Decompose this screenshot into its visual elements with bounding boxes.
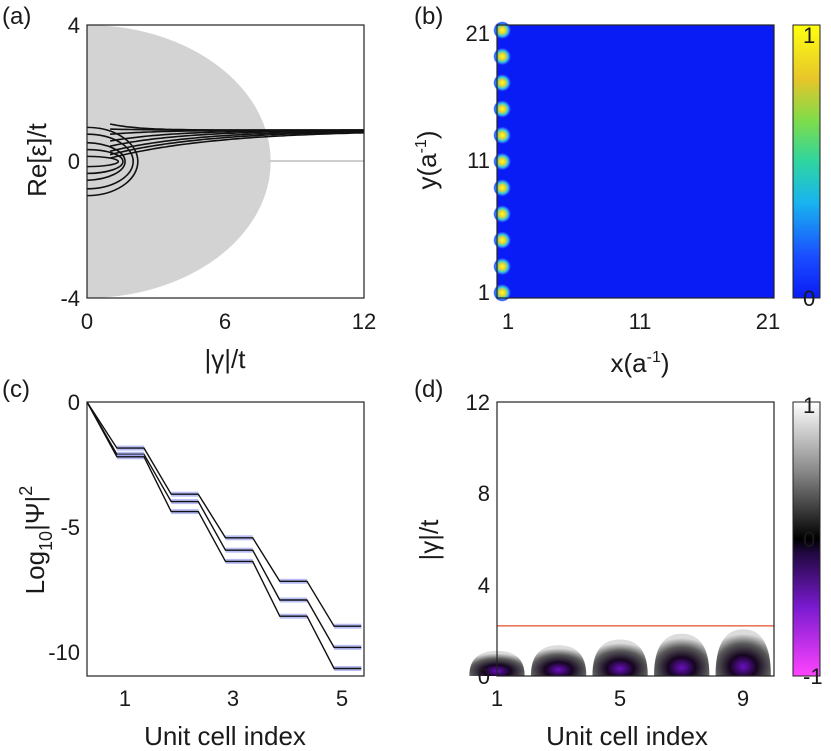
c-xtick-3: 3: [227, 686, 239, 711]
d-cbar-tick-neg1: -1: [803, 664, 823, 689]
panel-b-label: (b): [414, 3, 443, 30]
panel-b-frame: [496, 24, 775, 299]
b-edge-spot: [493, 126, 512, 145]
b-edge-spot: [493, 21, 512, 40]
a-loop: [87, 141, 126, 182]
b-edge-spots: [493, 21, 512, 302]
d-cbar-tick-1: 1: [803, 393, 815, 418]
d-lobe: [592, 639, 648, 676]
b-edge-spot: [493, 257, 512, 276]
b-xlabel: x(a-1): [610, 348, 669, 378]
b-ylabel: y(a-1): [412, 130, 442, 189]
a-curve: [109, 131, 364, 156]
a-loop: [87, 126, 139, 197]
c-ytick-0: 0: [68, 390, 80, 415]
c-series-line: [86, 401, 362, 627]
c-ytick-neg10: -10: [48, 640, 80, 665]
b-cbar-tick-0: 0: [803, 286, 815, 311]
a-xlabel: |γ|/t: [205, 344, 247, 374]
a-curve: [109, 129, 364, 147]
b-heatmap-field: [497, 25, 774, 298]
b-xtick-21: 21: [756, 309, 780, 334]
d-ytick-4: 4: [478, 573, 490, 598]
a-loop: [87, 133, 134, 190]
b-edge-spot: [493, 231, 512, 250]
b-cbar-tick-1: 1: [803, 23, 815, 48]
c-xlabel: Unit cell index: [144, 721, 306, 751]
d-ytick-8: 8: [478, 481, 490, 506]
a-curve: [109, 132, 364, 159]
b-colorbar: [792, 24, 821, 299]
panel-c-frame: [86, 401, 365, 677]
a-xtick-6: 6: [219, 309, 231, 334]
a-xtick-12: 12: [352, 309, 376, 334]
b-xtick-11: 11: [629, 309, 652, 334]
a-ytick-4: 4: [68, 13, 80, 38]
d-xlabel: Unit cell index: [546, 721, 708, 751]
b-edge-spot: [493, 73, 512, 92]
panel-d-frame: [496, 401, 775, 677]
b-edge-spot: [493, 178, 512, 197]
d-xtick-1: 1: [491, 686, 503, 711]
c-ylabel: Log10|Ψ|2: [16, 486, 56, 595]
a-ytick-neg4: -4: [60, 286, 80, 311]
d-lobe: [530, 645, 587, 676]
a-ylabel: Re[ε]/t: [22, 122, 52, 196]
c-xtick-5: 5: [336, 686, 348, 711]
d-xtick-9: 9: [737, 686, 749, 711]
panel-c-label: (c): [2, 376, 30, 403]
b-ytick-21: 21: [466, 21, 490, 46]
c-ytick-neg5: -5: [60, 515, 80, 540]
d-heatmap-lobes: [469, 629, 771, 676]
c-series-line: [86, 401, 362, 649]
continuum-region: [87, 25, 271, 298]
panel-a-label: (a): [2, 3, 31, 30]
b-edge-spot: [493, 205, 512, 223]
b-edge-spot: [493, 283, 512, 302]
d-lobe: [654, 633, 710, 676]
a-xtick-0: 0: [81, 309, 93, 334]
panel-b: (b) 21 11 1 1 11 21 x(a-1) y(a-1) 1 0: [412, 3, 821, 378]
c-step-curves: [86, 401, 362, 671]
panel-a: (a) 4 0 -4 0 6 12 |γ|/t Re[ε]/t: [2, 3, 376, 374]
bound-state-curves: [87, 123, 364, 197]
d-xtick-5: 5: [614, 686, 626, 711]
a-ytick-0: 0: [68, 149, 80, 174]
b-edge-spot: [493, 152, 512, 171]
d-lobe: [715, 629, 771, 676]
b-ytick-1: 1: [478, 280, 490, 305]
b-edge-spot: [493, 47, 512, 66]
panel-c: (c) 0 -5 -10 1 3 5 Unit cell index Log10…: [2, 376, 365, 751]
panel-d: (d) 12 8 4 0 1 5 9 Unit cell index |γ|/t…: [414, 376, 823, 751]
d-ylabel: |γ|/t: [414, 519, 444, 561]
a-loop: [87, 148, 124, 175]
d-ytick-12: 12: [466, 390, 490, 415]
b-edge-spot: [493, 100, 512, 118]
a-curve: [109, 130, 364, 153]
d-ytick-0: 0: [478, 664, 490, 689]
panel-d-label: (d): [414, 376, 443, 403]
a-loop: [87, 155, 120, 168]
c-series-line: [86, 401, 362, 670]
b-xtick-1: 1: [502, 309, 514, 334]
panel-a-frame: [86, 24, 365, 299]
b-ytick-11: 11: [467, 148, 490, 173]
d-colorbar: [792, 401, 821, 677]
c-xtick-1: 1: [119, 686, 131, 711]
d-cbar-tick-0: 0: [803, 527, 815, 552]
